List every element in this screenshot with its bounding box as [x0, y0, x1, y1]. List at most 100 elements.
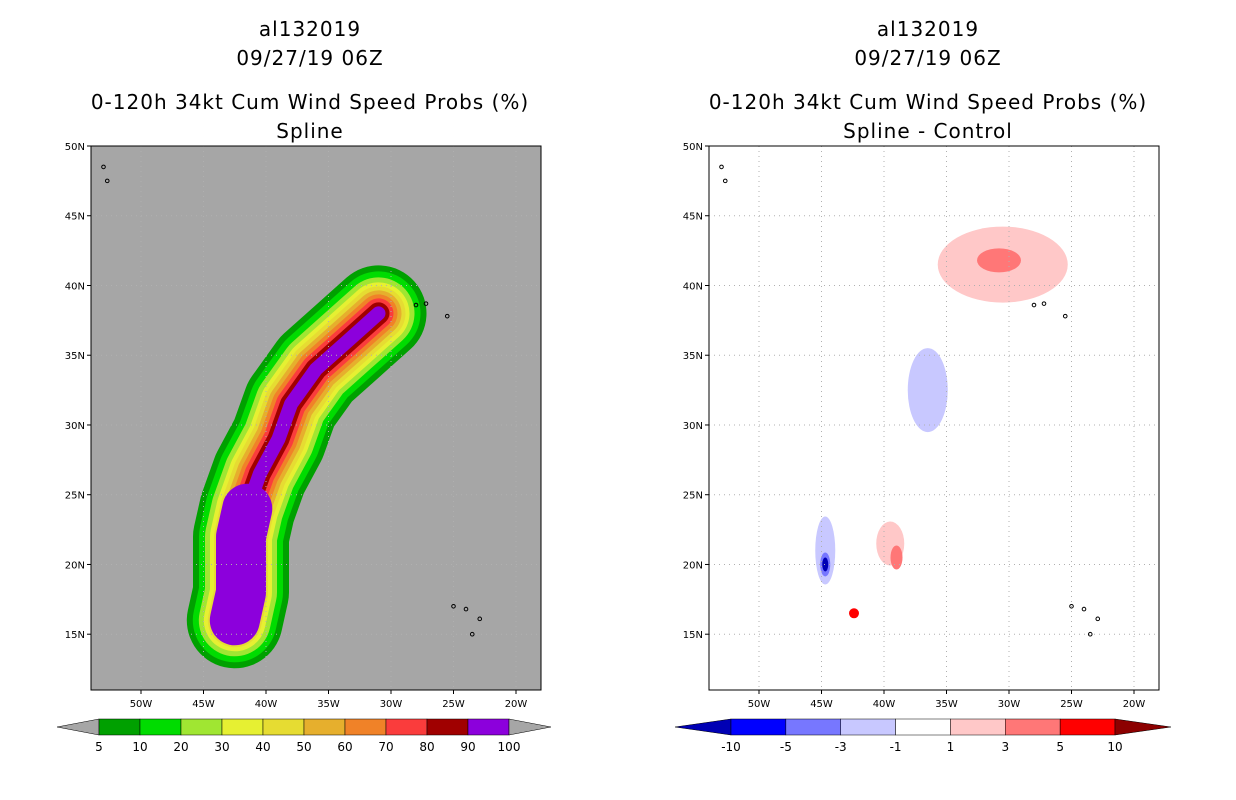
coastline-africa: [550, 460, 604, 690]
diff-positive-core-north: [977, 248, 1021, 273]
colorbar-bin: [426, 718, 469, 736]
colorbar-low-arrow: [56, 718, 100, 736]
coastline-island: [1069, 604, 1074, 609]
colorbar-label: 60: [337, 740, 352, 754]
colorbar-label: 10: [1107, 740, 1122, 754]
colorbar-bin: [98, 718, 141, 736]
x-tick-label: 40W: [255, 699, 278, 710]
colorbar-bin: [262, 718, 305, 736]
x-tick-label: 50W: [748, 699, 771, 710]
colorbar-label: 3: [1001, 740, 1009, 754]
coastline-island: [1081, 606, 1087, 612]
right-map-frame: [708, 145, 1160, 691]
diff-negative-region-central: [907, 348, 948, 433]
y-tick-label: 20N: [683, 560, 703, 571]
colorbar-bin: [139, 718, 182, 736]
left-method-label: Spline: [276, 119, 344, 143]
colorbar-label: 1: [947, 740, 955, 754]
y-tick-label: 45N: [65, 212, 85, 223]
left-coastlines: [101, 164, 604, 690]
coastline-island: [1160, 443, 1164, 447]
probability-colorbar: 5 10 20 30 40 50 60 70 80 90 100: [56, 718, 552, 754]
colorbar-label: 20: [173, 740, 188, 754]
y-tick-label: 45N: [683, 212, 703, 223]
right-method-label: Spline - Control: [843, 119, 1013, 143]
x-tick-label: 30W: [998, 699, 1021, 710]
coastline-island: [444, 313, 450, 319]
colorbar-label: 10: [132, 740, 147, 754]
coastline-island: [469, 631, 475, 637]
colorbar-label: 100: [498, 740, 521, 754]
x-tick-label: 25W: [442, 699, 465, 710]
colorbar-label: 50: [296, 740, 311, 754]
x-tick-label: 20W: [1123, 699, 1146, 710]
coastline-island: [1188, 451, 1192, 455]
diff-negative-core-south: [822, 557, 829, 572]
y-tick-label: 40N: [65, 281, 85, 292]
colorbar-bin: [785, 718, 841, 736]
x-tick-label: 25W: [1060, 699, 1083, 710]
colorbar-label: -3: [835, 740, 847, 754]
y-tick-label: 50N: [683, 142, 703, 153]
colorbar-label: 5: [95, 740, 103, 754]
coastline-island: [1171, 386, 1175, 390]
coastline-island: [1175, 447, 1179, 451]
colorbar-label: 5: [1056, 740, 1064, 754]
coastline-island: [477, 616, 483, 622]
left-product-title: 0-120h 34kt Cum Wind Speed Probs (%): [90, 90, 530, 114]
x-tick-label: 20W: [505, 699, 528, 710]
right-axis-ticks: 50W 45W 40W 35W 30W 25W 20W 15N 20N 25N 30N 35N 40N 4…: [683, 142, 1146, 710]
coastline-island: [1062, 313, 1068, 319]
y-tick-label: 20N: [65, 560, 85, 571]
coastline-island: [722, 178, 728, 184]
probability-contours: [186, 265, 427, 669]
colorbar-bin: [303, 718, 346, 736]
y-tick-label: 40N: [683, 281, 703, 292]
left-storm-id: al132019: [258, 17, 362, 41]
y-tick-label: 15N: [683, 630, 703, 641]
coastline-island: [104, 178, 110, 184]
colorbar-label: 80: [419, 740, 434, 754]
left-map: 50W 45W 40W 35W 30W 25W 20W 15N 20N 25N 30N 35N 40N 4…: [65, 142, 604, 710]
y-tick-label: 30N: [683, 421, 703, 432]
x-tick-label: 35W: [317, 699, 340, 710]
left-valid-time: 09/27/19 06Z: [236, 46, 384, 70]
left-panel-title: al132019 09/27/19 06Z 0-120h 34kt Cum Wi…: [40, 15, 580, 146]
colorbar-bin: [221, 718, 264, 736]
left-grid: [91, 146, 541, 690]
right-coastlines: [719, 164, 1211, 637]
y-tick-label: 25N: [65, 491, 85, 502]
coastline-island: [1207, 444, 1211, 448]
colorbar-bin: [385, 718, 428, 736]
x-tick-label: 40W: [873, 699, 896, 710]
colorbar-low-arrow: [674, 718, 732, 736]
coastline-island: [719, 164, 724, 170]
x-tick-label: 45W: [192, 699, 215, 710]
y-tick-label: 15N: [65, 630, 85, 641]
colorbar-bin: [950, 718, 1006, 736]
coastline-island: [463, 606, 469, 612]
colorbar-bin: [180, 718, 223, 736]
right-product-title: 0-120h 34kt Cum Wind Speed Probs (%): [708, 90, 1148, 114]
colorbar-bin: [895, 718, 951, 736]
colorbar-label: -5: [780, 740, 792, 754]
x-tick-label: 45W: [810, 699, 833, 710]
right-storm-id: al132019: [876, 17, 980, 41]
x-tick-label: 35W: [935, 699, 958, 710]
colorbar-label: -1: [890, 740, 902, 754]
coastline-island: [1041, 301, 1047, 306]
coastline-island: [1031, 302, 1037, 308]
coastline-island: [101, 164, 106, 170]
right-panel-title: al132019 09/27/19 06Z 0-120h 34kt Cum Wi…: [658, 15, 1198, 146]
left-map-frame: [90, 145, 542, 691]
coastline-island: [557, 447, 561, 451]
colorbar-label: 30: [214, 740, 229, 754]
diff-positive-mid-south: [890, 545, 903, 570]
coastline-island: [570, 451, 574, 455]
x-tick-label: 30W: [380, 699, 403, 710]
colorbar-bin: [730, 718, 787, 736]
colorbar-high-arrow: [508, 718, 552, 736]
colorbar-bin: [344, 718, 387, 736]
y-tick-label: 25N: [683, 491, 703, 502]
y-tick-label: 50N: [65, 142, 85, 153]
